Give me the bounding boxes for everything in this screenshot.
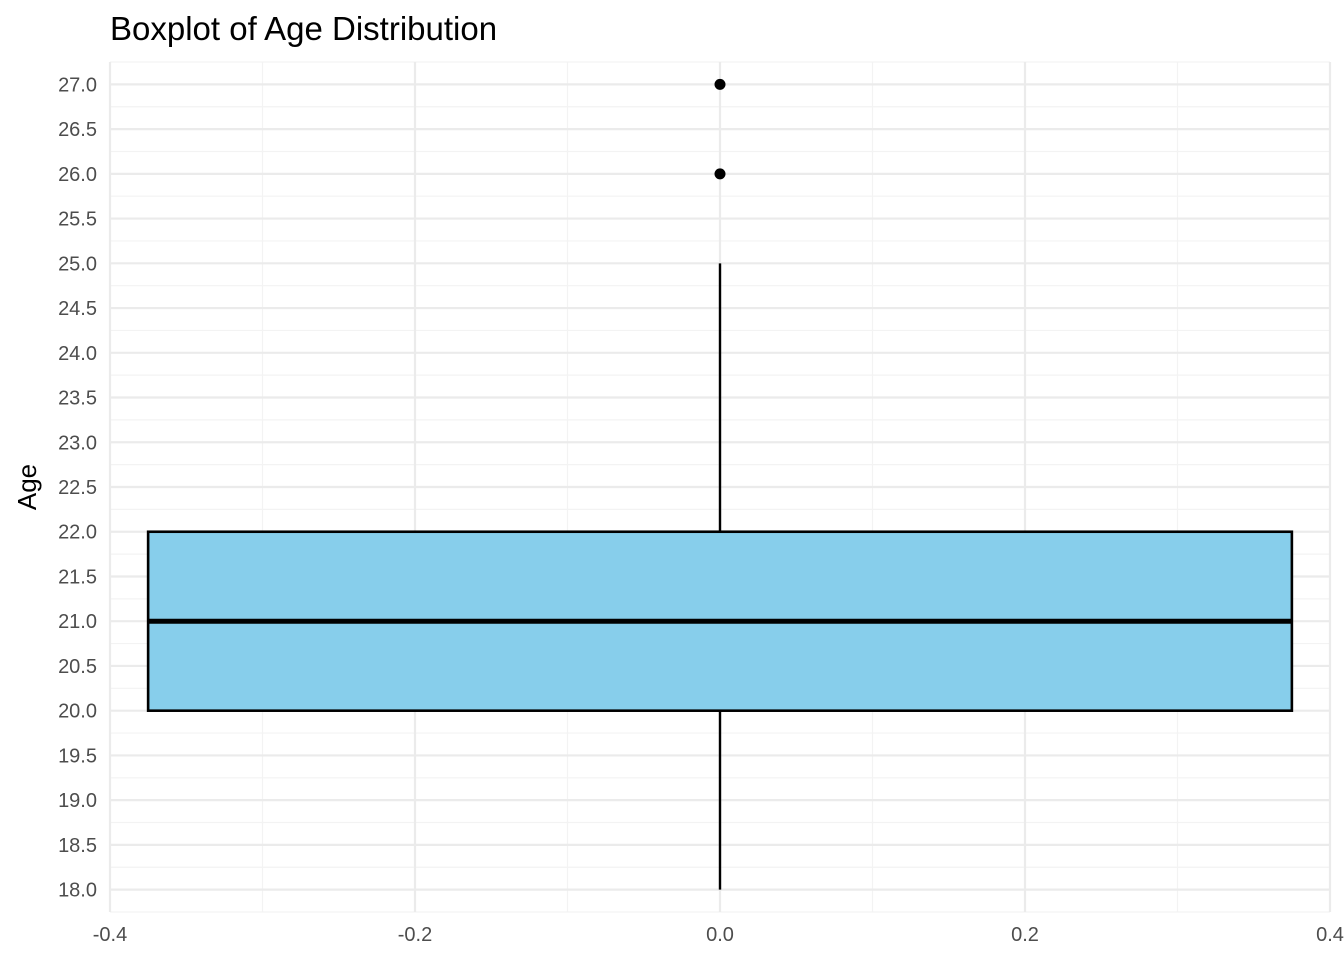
x-tick-label: -0.2: [398, 924, 432, 946]
y-tick-label: 27.0: [58, 74, 97, 96]
x-tick-label: 0.2: [1011, 924, 1039, 946]
y-tick-label: 19.5: [58, 745, 97, 767]
x-tick-label: 0.4: [1316, 924, 1344, 946]
y-tick-label: 18.0: [58, 880, 97, 902]
outlier-point: [714, 78, 726, 90]
x-axis-tick-labels: -0.4 -0.2 0.0 0.2 0.4: [93, 924, 1344, 946]
y-tick-label: 20.0: [58, 701, 97, 723]
y-tick-label: 20.5: [58, 656, 97, 678]
x-tick-label: 0.0: [706, 924, 734, 946]
y-tick-label: 26.0: [58, 164, 97, 186]
y-axis-title: Age: [12, 464, 42, 510]
y-axis-tick-labels: 18.0 18.5 19.0 19.5 20.0 20.5 21.0 21.5 22.0 22.5…: [58, 74, 97, 901]
y-tick-label: 25.5: [58, 209, 97, 231]
outlier-point: [714, 168, 726, 180]
y-tick-label: 24.0: [58, 343, 97, 365]
y-tick-label: 23.0: [58, 432, 97, 454]
y-tick-label: 19.0: [58, 790, 97, 812]
y-tick-label: 26.5: [58, 119, 97, 141]
y-tick-label: 18.5: [58, 835, 97, 857]
y-tick-label: 21.0: [58, 611, 97, 633]
y-tick-label: 22.5: [58, 477, 97, 499]
boxplot-layer: [146, 78, 1294, 890]
x-tick-label: -0.4: [93, 924, 127, 946]
y-tick-label: 25.0: [58, 253, 97, 275]
y-tick-label: 23.5: [58, 388, 97, 410]
y-tick-label: 22.0: [58, 522, 97, 544]
chart-title: Boxplot of Age Distribution: [110, 10, 497, 47]
y-tick-label: 24.5: [58, 298, 97, 320]
y-tick-label: 21.5: [58, 566, 97, 588]
